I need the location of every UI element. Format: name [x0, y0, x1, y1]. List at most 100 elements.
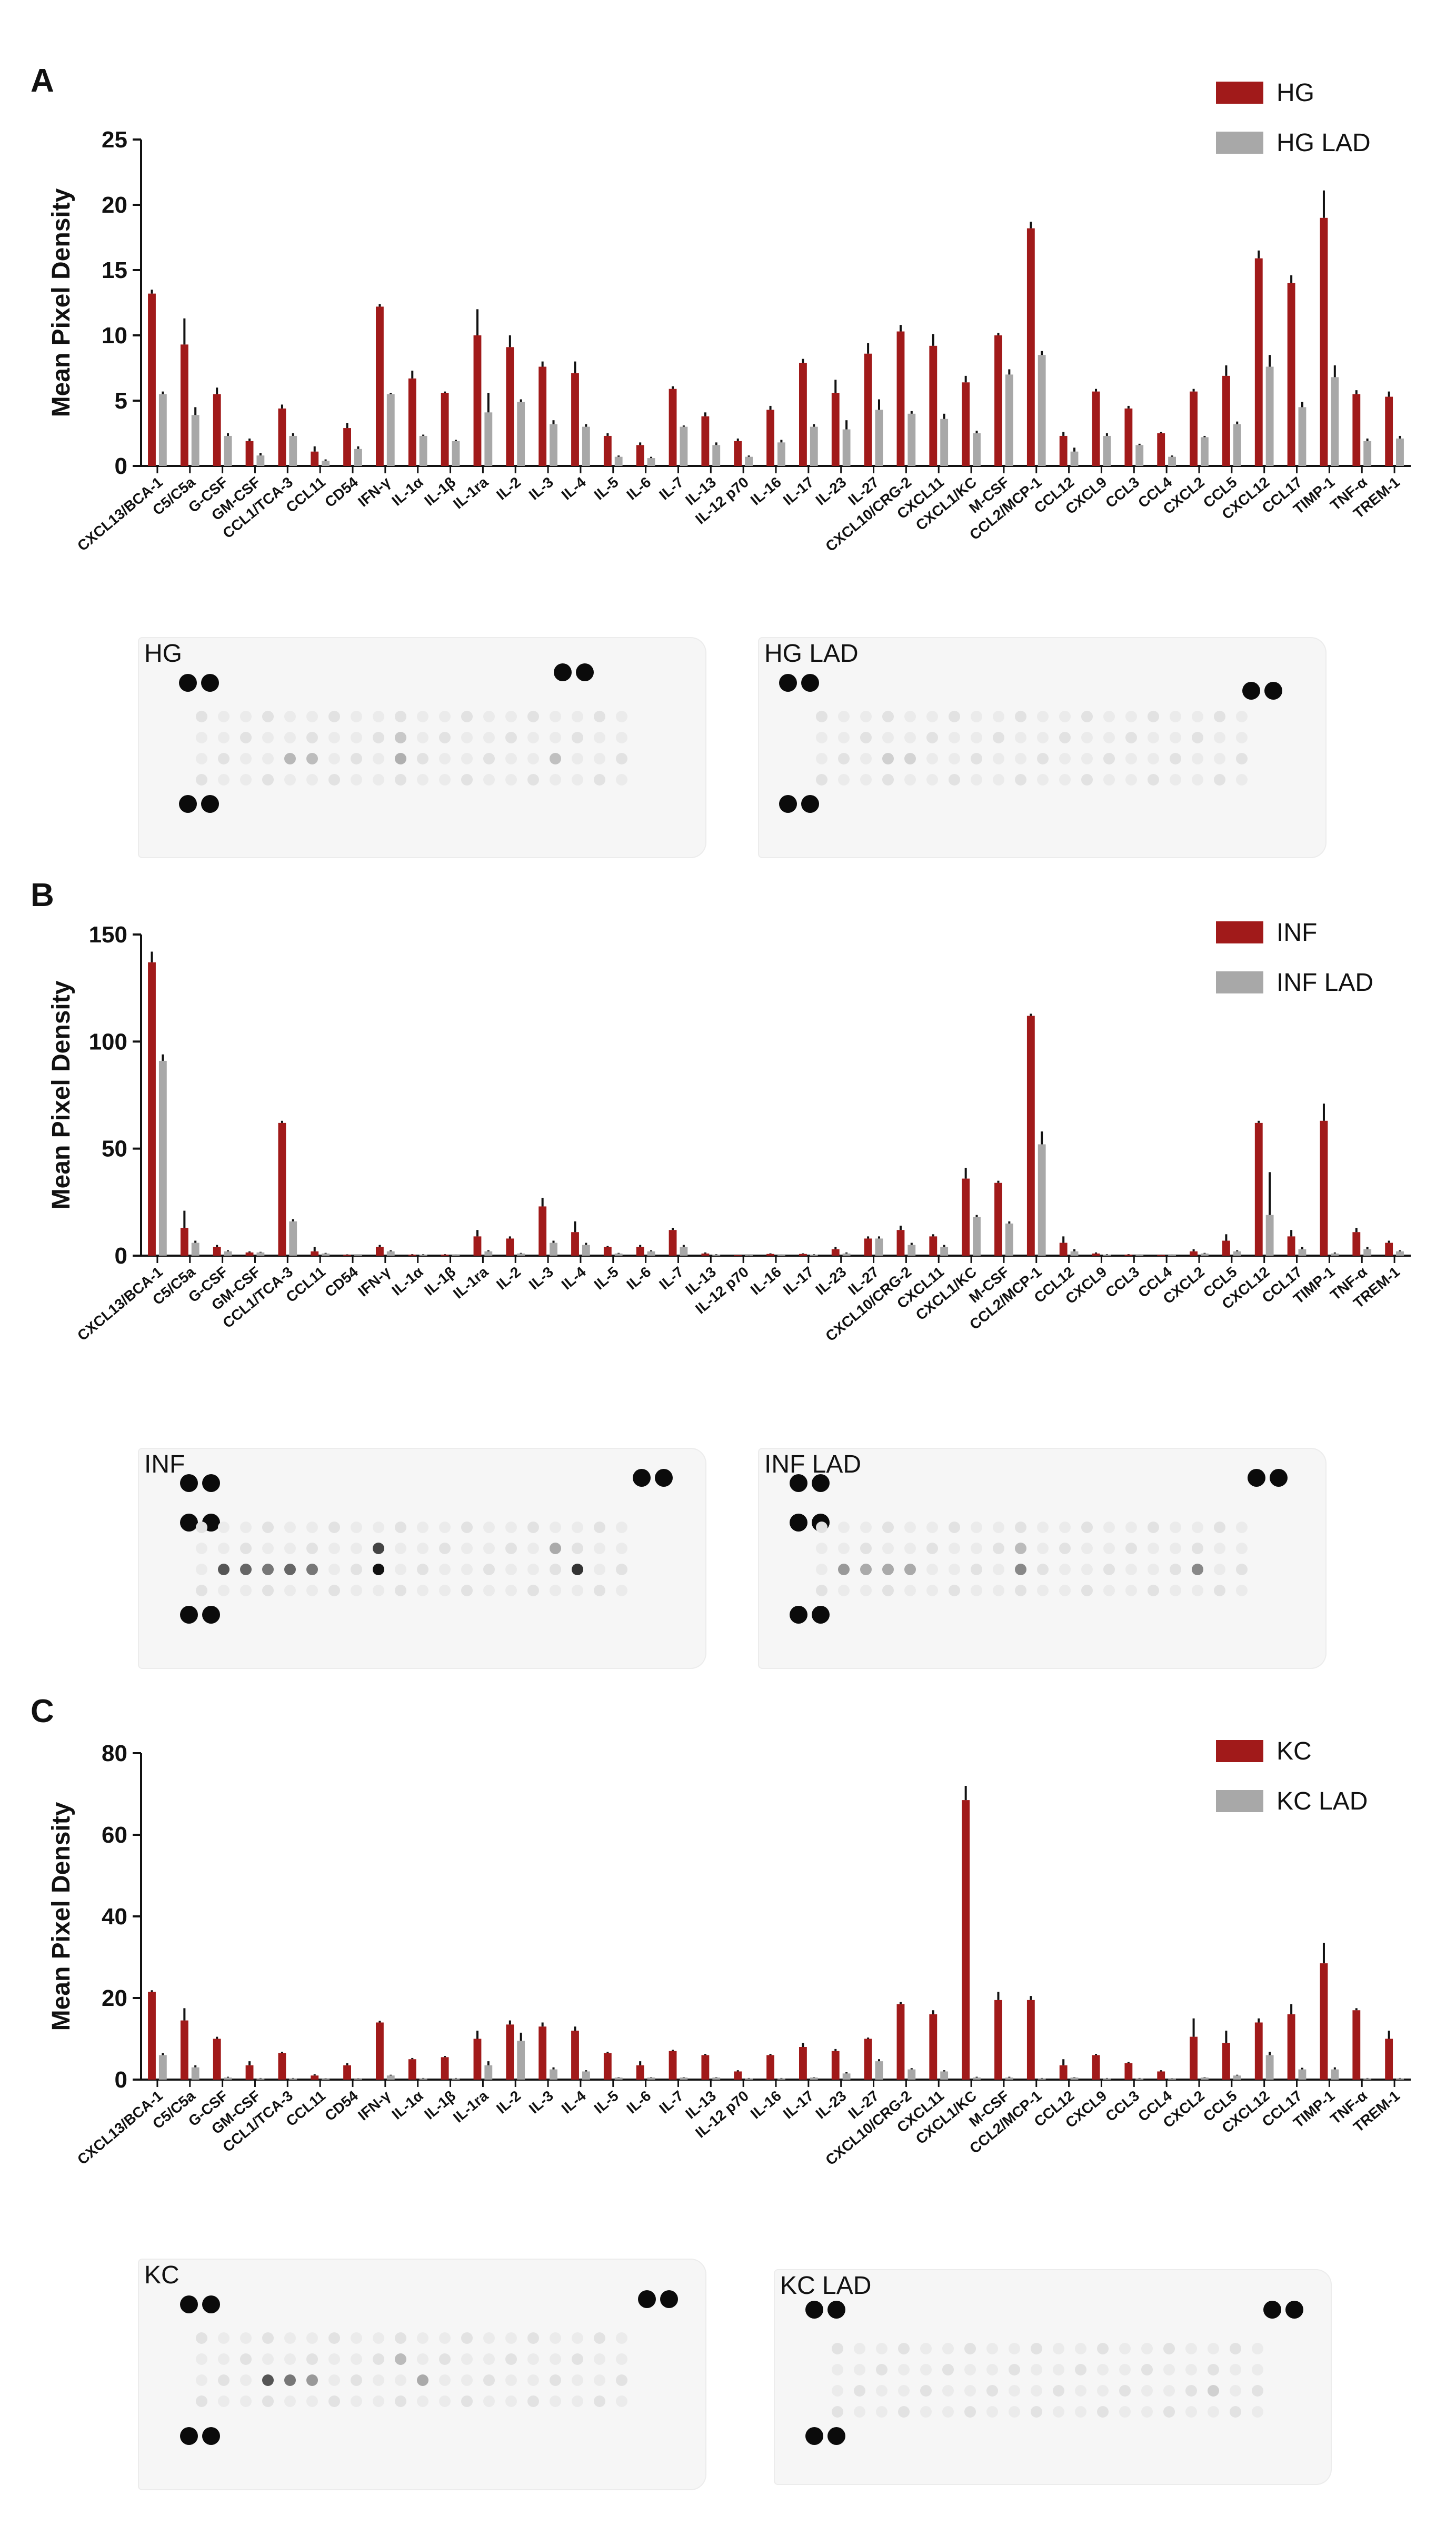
- blot-dot: [1163, 2385, 1175, 2397]
- x-tick-label-il-1: IL-1α: [388, 1264, 426, 1299]
- blot-dot: [1009, 2385, 1020, 2397]
- blot-dot: [461, 753, 473, 764]
- blot-dot: [306, 732, 318, 743]
- blot-dot: [395, 1564, 406, 1575]
- x-tick-label-il-5: IL-5: [591, 2087, 622, 2117]
- bar-kc-timp-1: [1320, 1963, 1328, 2080]
- blot-dot: [1236, 1564, 1248, 1575]
- bar-kc-lad-ccl3: [1135, 2078, 1144, 2080]
- blot-dot: [483, 1585, 495, 1596]
- bar-inf-c5-c5a: [180, 1228, 188, 1256]
- blot-dot: [1230, 2364, 1241, 2375]
- blot-dot: [461, 2353, 473, 2365]
- bar-kc-lad-cxcl12: [1265, 2055, 1274, 2080]
- bar-hg-il-1ra: [473, 335, 482, 466]
- x-tick-label-il-6: IL-6: [623, 2087, 654, 2117]
- bar-inf-lad-ccl11: [322, 1253, 330, 1256]
- bar-inf-ccl4: [1157, 1255, 1165, 1256]
- bar-inf-lad-c5-c5a: [191, 1242, 200, 1256]
- blot-dot: [801, 674, 819, 692]
- blot-dot: [816, 1564, 827, 1575]
- blot-dot: [218, 1585, 230, 1596]
- bar-inf-il-7: [669, 1230, 677, 1256]
- bar-kc-il-4: [571, 2031, 579, 2080]
- blot-dot: [633, 1469, 651, 1487]
- blot-dot: [351, 1585, 362, 1596]
- blot-dot: [926, 1543, 938, 1554]
- blot-dot: [505, 1522, 517, 1533]
- blot-dot: [201, 795, 219, 813]
- blot-dot: [180, 2427, 198, 2445]
- bar-hg-lad-gm-csf: [256, 455, 265, 466]
- bar-hg-lad-ccl4: [1168, 456, 1176, 466]
- blot-dot: [1214, 1585, 1225, 1596]
- blot-dot: [351, 2332, 362, 2344]
- blot-dot: [594, 1585, 605, 1596]
- blot-dot: [1015, 774, 1026, 786]
- bar-inf-cxcl11: [929, 1236, 938, 1256]
- bar-kc-lad-il-1: [452, 2078, 460, 2080]
- blot-dot: [1103, 753, 1115, 764]
- blot-dot: [351, 2374, 362, 2386]
- blot-dot: [1031, 2385, 1042, 2397]
- bar-inf-cxcl9: [1092, 1253, 1100, 1256]
- blot-dot: [218, 1522, 230, 1533]
- blot-dot: [395, 2395, 406, 2407]
- blot-dot: [395, 2374, 406, 2386]
- blot-dot: [196, 2353, 207, 2365]
- blot-dot: [351, 1522, 362, 1533]
- bar-chart-inf: 0 50 100 150 Mean Pixel Density CXCL13/BCA-1 C…: [47, 919, 1411, 1345]
- blot-dot: [483, 1543, 495, 1554]
- blot-dot: [284, 1585, 296, 1596]
- bar-inf-cxcl10-crg-2: [896, 1230, 905, 1256]
- blot-dot: [1270, 1469, 1288, 1487]
- blot-dot: [505, 774, 517, 786]
- blot-dot: [1236, 711, 1248, 722]
- blot-dot: [1059, 774, 1071, 786]
- bar-kc-ccl1-tca-3: [278, 2053, 286, 2080]
- bar-hg-lad-ccl11: [322, 461, 330, 466]
- blot-dot: [1185, 2364, 1197, 2375]
- blot-dot: [1230, 2343, 1241, 2354]
- bar-hg-il-7: [669, 389, 677, 466]
- blot-dot: [1125, 1543, 1137, 1554]
- blot-dot: [1053, 2343, 1064, 2354]
- blot-dot: [1075, 2385, 1086, 2397]
- bar-hg-lad-il-2: [517, 402, 525, 466]
- blot-dot: [1236, 1522, 1248, 1533]
- blot-dot: [527, 1522, 539, 1533]
- bar-inf-lad-il-12-p70: [745, 1255, 753, 1256]
- bar-inf-il-4: [571, 1232, 579, 1256]
- blot-dot: [483, 1522, 495, 1533]
- x-tick-label-il-17: IL-17: [780, 2087, 817, 2122]
- x-tick-label-cd54: CD54: [322, 474, 361, 511]
- blot-dot: [1015, 711, 1026, 722]
- x-tick-label-il-16: IL-16: [747, 1264, 784, 1298]
- blot-dot: [284, 1522, 296, 1533]
- bar-inf-lad-il-23: [842, 1253, 851, 1256]
- bar-kc-gm-csf: [245, 2065, 254, 2080]
- blot-dot: [882, 1564, 894, 1575]
- blot-dot: [816, 1543, 827, 1554]
- y-axis-title: Mean Pixel Density: [47, 1802, 75, 2031]
- blot-dot: [638, 2290, 656, 2308]
- blot-dot: [616, 2395, 627, 2407]
- blot-dot: [1214, 1564, 1225, 1575]
- blot-dot: [832, 2343, 843, 2354]
- blot-dot: [1170, 732, 1181, 743]
- blot-dot: [550, 2374, 561, 2386]
- blot-dot: [483, 732, 495, 743]
- blot-dot: [1009, 2406, 1020, 2418]
- blot-dot: [816, 1522, 827, 1533]
- blot-dot: [904, 711, 916, 722]
- blot-dot: [964, 2364, 976, 2375]
- blot-dot: [550, 711, 561, 722]
- bar-inf-lad-il-1: [452, 1255, 460, 1256]
- blot-dot: [1208, 2364, 1219, 2375]
- blot-dot: [505, 2332, 517, 2344]
- blot-dot: [1148, 774, 1159, 786]
- x-tick-label-il-3: IL-3: [526, 1264, 556, 1293]
- blot-dot: [395, 1522, 406, 1533]
- blot-dot: [180, 2295, 198, 2313]
- blot-dot: [417, 2353, 428, 2365]
